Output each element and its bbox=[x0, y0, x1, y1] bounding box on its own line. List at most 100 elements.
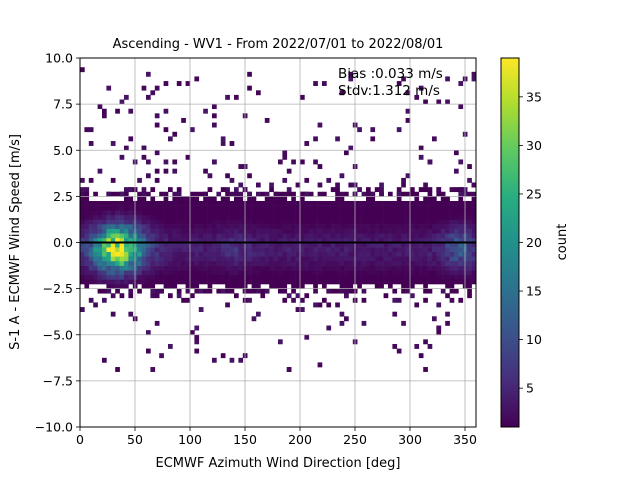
heatmap-cell bbox=[370, 251, 376, 257]
heatmap-cell bbox=[137, 256, 142, 262]
heatmap-cell bbox=[449, 187, 455, 193]
heatmap-cell bbox=[256, 311, 261, 317]
heatmap-cell bbox=[256, 251, 261, 257]
heatmap-cell bbox=[357, 284, 362, 289]
heatmap-cell bbox=[115, 224, 120, 229]
heatmap-cell bbox=[229, 210, 235, 216]
heatmap-cell bbox=[225, 191, 230, 197]
heatmap-cell bbox=[251, 219, 257, 225]
heatmap-cell bbox=[198, 214, 204, 220]
heatmap-cell bbox=[93, 256, 98, 262]
heatmap-cell bbox=[295, 219, 301, 225]
heatmap-cell bbox=[128, 136, 134, 142]
heatmap-cell bbox=[278, 256, 283, 262]
heatmap-cell bbox=[247, 288, 252, 294]
heatmap-cell bbox=[467, 293, 472, 299]
heatmap-cell bbox=[128, 293, 134, 299]
heatmap-cell bbox=[282, 196, 288, 202]
heatmap-cell bbox=[467, 233, 472, 239]
heatmap-cell bbox=[366, 247, 371, 253]
heatmap-cell bbox=[269, 224, 274, 229]
heatmap-cell bbox=[313, 200, 318, 206]
heatmap-cell bbox=[304, 293, 310, 299]
heatmap-cell bbox=[168, 237, 173, 243]
heatmap-cell bbox=[220, 224, 226, 229]
heatmap-cell bbox=[159, 288, 164, 294]
heatmap-cell bbox=[471, 279, 476, 285]
heatmap-cell bbox=[308, 274, 314, 280]
heatmap-cell bbox=[374, 214, 380, 220]
heatmap-cell bbox=[190, 270, 195, 276]
heatmap-cell bbox=[154, 237, 160, 243]
heatmap-cell bbox=[278, 247, 283, 253]
heatmap-cell bbox=[238, 256, 244, 262]
heatmap-cell bbox=[286, 200, 292, 206]
heatmap-cell bbox=[251, 284, 257, 289]
heatmap-cell bbox=[119, 219, 125, 225]
heatmap-cell bbox=[313, 251, 318, 257]
heatmap-cell bbox=[159, 191, 164, 197]
heatmap-cell bbox=[137, 242, 142, 248]
heatmap-cell bbox=[339, 242, 345, 248]
x-tick-label: 0 bbox=[76, 432, 84, 447]
heatmap-cell bbox=[467, 274, 472, 280]
heatmap-cell bbox=[374, 274, 380, 280]
heatmap-cell bbox=[313, 136, 318, 142]
heatmap-cell bbox=[84, 191, 90, 197]
heatmap-cell bbox=[410, 242, 415, 248]
heatmap-cell bbox=[234, 260, 239, 266]
heatmap-cell bbox=[80, 233, 85, 239]
heatmap-cell bbox=[150, 187, 156, 193]
heatmap-cell bbox=[97, 270, 103, 276]
heatmap-cell bbox=[449, 279, 455, 285]
heatmap-cell bbox=[137, 279, 142, 285]
heatmap-cell bbox=[163, 265, 169, 271]
heatmap-cell bbox=[396, 81, 402, 86]
heatmap-cell bbox=[185, 270, 191, 276]
heatmap-cell bbox=[445, 270, 450, 276]
heatmap-cell bbox=[282, 284, 288, 289]
heatmap-cell bbox=[374, 224, 380, 229]
heatmap-cell bbox=[185, 237, 191, 243]
heatmap-cell bbox=[212, 224, 217, 229]
heatmap-cell bbox=[313, 279, 318, 285]
heatmap-cell bbox=[212, 279, 217, 285]
heatmap-cell bbox=[467, 210, 472, 216]
heatmap-cell bbox=[225, 288, 230, 294]
heatmap-cell bbox=[190, 247, 195, 253]
heatmap-cell bbox=[295, 284, 301, 289]
heatmap-cell bbox=[247, 85, 252, 91]
heatmap-cell bbox=[84, 270, 90, 276]
colorbar-tick-label: 15 bbox=[526, 284, 542, 299]
heatmap-cell bbox=[454, 265, 459, 271]
heatmap-cell bbox=[401, 205, 406, 211]
heatmap-cell bbox=[410, 228, 415, 234]
heatmap-cell bbox=[432, 247, 437, 253]
heatmap-cell bbox=[335, 136, 340, 142]
heatmap-cell bbox=[260, 200, 266, 206]
heatmap-cell bbox=[168, 265, 173, 271]
heatmap-cell bbox=[190, 242, 195, 248]
heatmap-cell bbox=[128, 187, 134, 193]
heatmap-cell bbox=[295, 200, 301, 206]
heatmap-cell bbox=[115, 205, 120, 211]
heatmap-cell bbox=[339, 200, 345, 206]
heatmap-cell bbox=[471, 76, 476, 82]
heatmap-cell bbox=[330, 233, 336, 239]
heatmap-cell bbox=[383, 242, 389, 248]
heatmap-cell bbox=[84, 256, 90, 262]
heatmap-cell bbox=[370, 242, 376, 248]
heatmap-cell bbox=[84, 196, 90, 202]
heatmap-cell bbox=[414, 94, 420, 100]
heatmap-cell bbox=[348, 210, 354, 216]
heatmap-cell bbox=[128, 237, 134, 243]
heatmap-cell bbox=[361, 247, 367, 253]
heatmap-cell bbox=[128, 224, 134, 229]
heatmap-cell bbox=[260, 233, 266, 239]
heatmap-cell bbox=[291, 214, 296, 220]
heatmap-cell bbox=[128, 205, 134, 211]
heatmap-cell bbox=[80, 237, 85, 243]
heatmap-cell bbox=[445, 242, 450, 248]
heatmap-cell bbox=[102, 205, 107, 211]
heatmap-cell bbox=[251, 270, 257, 276]
